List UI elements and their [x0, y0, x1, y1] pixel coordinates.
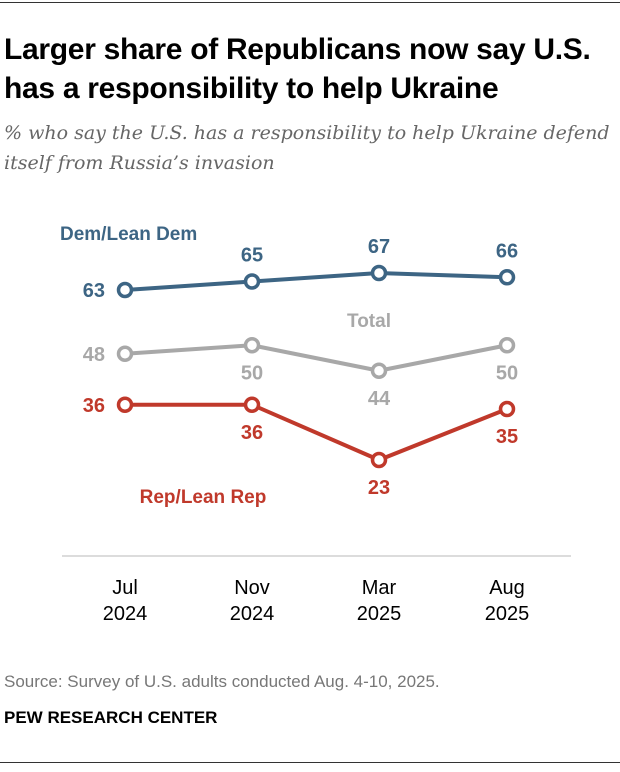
x-tick-label-month: Aug: [489, 577, 525, 599]
data-point-marker: [370, 362, 388, 379]
data-point-marker: [243, 396, 261, 413]
data-label: 36: [83, 395, 105, 417]
data-label: 63: [83, 280, 105, 302]
data-point-marker: [498, 400, 516, 418]
source-note: Source: Survey of U.S. adults conducted …: [4, 672, 440, 691]
series-line-1: [124, 343, 508, 373]
x-tick-label-year: 2024: [103, 603, 148, 625]
x-tick-label-year: 2025: [357, 603, 402, 625]
brand-name: PEW RESEARCH CENTER: [4, 708, 218, 727]
x-tick-label-year: 2025: [485, 603, 530, 625]
data-point-marker: [370, 264, 388, 282]
data-point-marker: [498, 269, 516, 286]
data-point-marker: [498, 337, 516, 354]
x-tick-label-year: 2024: [230, 603, 275, 625]
x-tick-label-month: Nov: [234, 577, 270, 599]
data-point-marker: [370, 451, 388, 469]
series-name-label: Rep/Lean Rep: [140, 487, 267, 508]
chart-subtitle: % who say the U.S. has a responsibility …: [4, 122, 610, 174]
data-label: 67: [368, 236, 390, 258]
data-point-marker: [243, 337, 261, 354]
x-tick-label-month: Jul: [112, 577, 138, 599]
data-label: 66: [496, 240, 518, 262]
line-chart: Jul 2024 Nov 2024 Mar 2025 Aug 2025 63 65 67 66 48 5…: [60, 224, 571, 625]
data-point-marker: [116, 345, 134, 362]
top-rule: [0, 2, 620, 3]
data-labels: 63 65 67 66 48 50 44 50 36 36 23 35 Dem/Lean Dem Tota…: [60, 224, 518, 508]
data-point-marker: [243, 273, 261, 290]
data-label: 48: [83, 344, 105, 366]
series-line-0: [124, 271, 508, 292]
data-label: 50: [496, 362, 518, 384]
x-tick-label-month: Mar: [362, 577, 397, 599]
series-name-label: Dem/Lean Dem: [60, 224, 197, 245]
chart-title: Larger share of Republicans now say U.S.…: [4, 33, 591, 105]
series-line-2: [125, 402, 508, 462]
data-point-marker: [116, 281, 134, 299]
series-name-label: Total: [347, 311, 391, 332]
data-label: 35: [496, 426, 518, 448]
data-label: 23: [368, 477, 390, 499]
x-axis: Jul 2024 Nov 2024 Mar 2025 Aug 2025: [62, 555, 571, 625]
bottom-rule: [0, 762, 620, 763]
data-point-marker: [116, 396, 134, 413]
data-label: 44: [368, 388, 391, 410]
data-label: 36: [241, 422, 263, 444]
data-label: 50: [241, 362, 263, 384]
data-label: 65: [241, 245, 263, 267]
series-lines: [116, 264, 516, 469]
